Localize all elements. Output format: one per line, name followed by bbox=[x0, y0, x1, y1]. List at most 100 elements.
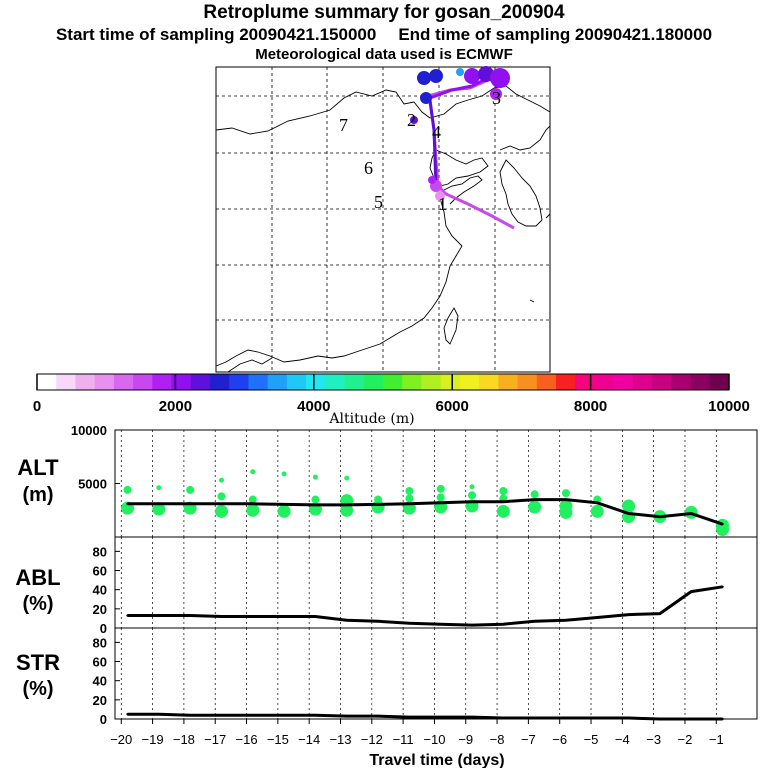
str-data-point bbox=[439, 715, 442, 719]
str-data-point bbox=[690, 717, 693, 721]
alt-data-point bbox=[564, 498, 568, 501]
alt-data-point bbox=[251, 502, 254, 506]
colorbar-swatch bbox=[37, 374, 57, 390]
alt-spread-point bbox=[312, 474, 318, 480]
x-tick-label: −9 bbox=[458, 732, 473, 747]
abl-data-point bbox=[126, 614, 129, 617]
x-axis-label: Travel time (days) bbox=[369, 752, 504, 768]
colorbar-swatch bbox=[517, 374, 538, 390]
x-tick-label: −7 bbox=[521, 732, 536, 747]
x-tick-label: −11 bbox=[393, 732, 414, 747]
alt-data-point bbox=[439, 501, 442, 504]
abl-data-point bbox=[157, 614, 161, 617]
str-data-point bbox=[470, 715, 474, 719]
x-tick-label: −16 bbox=[236, 732, 258, 747]
alt-spread-point bbox=[559, 505, 573, 519]
end-time-text: End time of sampling 20090421.180000 bbox=[398, 25, 713, 44]
abl-data-point bbox=[345, 619, 348, 622]
plume-cluster bbox=[417, 71, 431, 85]
str-ytick-label: 0 bbox=[100, 712, 107, 727]
alt-spread-point bbox=[152, 502, 166, 516]
day-label: 5 bbox=[374, 192, 383, 212]
x-tick-label: −4 bbox=[615, 732, 630, 747]
alt-spread-point bbox=[468, 491, 477, 500]
str-frame bbox=[114, 627, 758, 720]
str-data-point bbox=[533, 716, 536, 720]
alt-spread-point bbox=[469, 484, 475, 490]
altitude-colorbar: 0 2000 4000 6000 8000 10000 bbox=[33, 373, 750, 415]
colorbar-swatch bbox=[267, 374, 288, 390]
alt-spread-point bbox=[561, 489, 570, 498]
x-tick-label: −8 bbox=[490, 732, 505, 747]
alt-spread-point bbox=[436, 484, 445, 493]
colorbar-swatch bbox=[325, 374, 346, 390]
x-axis: −20 −19 −18 −17 −16 −15 −14 −13 −12 −11 −10 −9 −8 −7 −… bbox=[110, 719, 724, 747]
abl-panel: 0 20 40 60 80 ABL (%) bbox=[15, 536, 758, 636]
plume-cluster bbox=[410, 116, 418, 124]
abl-data-point bbox=[533, 620, 536, 623]
alt-spread-point bbox=[622, 499, 636, 513]
x-tick-label: −13 bbox=[329, 732, 351, 747]
alt-spread-point bbox=[214, 504, 228, 518]
x-tick-label: −12 bbox=[361, 732, 383, 747]
colorbar-swatch bbox=[556, 374, 576, 390]
colorbar-tick-label: 6000 bbox=[436, 398, 469, 415]
str-data-point bbox=[721, 717, 724, 721]
alt-data-point bbox=[314, 503, 317, 507]
start-time-text: Start time of sampling 20090421.150000 bbox=[55, 25, 377, 44]
colorbar-tick-label: 0 bbox=[33, 398, 41, 415]
abl-data-point bbox=[502, 622, 505, 626]
colorbar-swatch bbox=[210, 374, 230, 390]
alt-data-point bbox=[533, 498, 536, 501]
str-data-point bbox=[345, 714, 348, 718]
str-unit: (%) bbox=[22, 678, 53, 700]
x-tick-label: −6 bbox=[552, 732, 567, 747]
colorbar-swatch bbox=[344, 374, 365, 390]
x-tick-label: −3 bbox=[646, 732, 661, 747]
plume-cluster bbox=[456, 68, 464, 76]
alt-spread-point bbox=[716, 523, 730, 537]
colorbar-tick-label: 2000 bbox=[159, 398, 192, 415]
alt-spread-point bbox=[250, 469, 256, 475]
colorbar-swatch bbox=[363, 374, 384, 390]
day-label: 6 bbox=[364, 158, 373, 178]
colorbar-swatch bbox=[498, 374, 519, 390]
abl-ytick-label: 20 bbox=[93, 602, 107, 617]
x-tick-label: −17 bbox=[204, 732, 226, 747]
colorbar-swatch bbox=[152, 374, 173, 390]
colorbar-swatch bbox=[479, 374, 499, 390]
colorbar-swatch bbox=[306, 374, 326, 390]
x-tick-label: −10 bbox=[423, 732, 445, 747]
alt-data-point bbox=[188, 502, 192, 506]
abl-data-point bbox=[282, 615, 286, 618]
alt-spread-point bbox=[344, 475, 350, 481]
alt-spread-point bbox=[123, 485, 132, 494]
alt-data-point bbox=[502, 500, 505, 503]
alt-spread-point bbox=[496, 504, 510, 518]
day-label: 1 bbox=[438, 194, 447, 214]
abl-unit: (%) bbox=[22, 593, 53, 615]
abl-data-point bbox=[596, 616, 599, 619]
colorbar-swatch bbox=[459, 374, 480, 390]
abl-data-point bbox=[408, 622, 411, 625]
plume-cluster bbox=[420, 92, 432, 104]
alt-label: ALT bbox=[17, 455, 59, 480]
alt-ytick-label: 5000 bbox=[78, 477, 107, 492]
str-data-point bbox=[251, 713, 254, 717]
colorbar-swatch bbox=[190, 374, 211, 390]
colorbar-swatch bbox=[229, 374, 249, 390]
colorbar-tick-label: 8000 bbox=[574, 398, 607, 415]
colorbar-swatch bbox=[113, 374, 134, 390]
colorbar-swatch bbox=[171, 374, 192, 390]
alt-spread-point bbox=[530, 490, 539, 499]
plume-cluster bbox=[429, 69, 443, 83]
plume-cluster bbox=[490, 68, 510, 88]
alt-spread-point bbox=[340, 503, 354, 517]
colorbar-swatch bbox=[402, 374, 422, 390]
colorbar-swatch bbox=[652, 374, 672, 390]
str-panel: 0 20 40 60 80 STR (%) bbox=[16, 627, 758, 727]
colorbar-swatch bbox=[594, 374, 615, 390]
colorbar-swatch bbox=[536, 374, 557, 390]
x-tick-label: −14 bbox=[298, 732, 320, 747]
